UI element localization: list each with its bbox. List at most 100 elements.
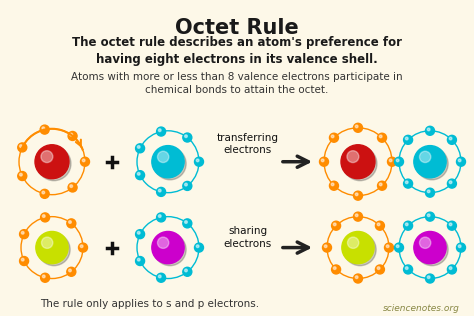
Circle shape: [379, 183, 382, 186]
Circle shape: [152, 146, 184, 178]
Circle shape: [356, 214, 358, 217]
Circle shape: [347, 151, 359, 162]
Circle shape: [344, 234, 376, 266]
Circle shape: [81, 157, 90, 166]
Circle shape: [40, 125, 49, 134]
Circle shape: [70, 133, 73, 136]
Circle shape: [41, 273, 50, 282]
Circle shape: [158, 129, 161, 131]
Text: transferring
electrons: transferring electrons: [217, 132, 279, 155]
Circle shape: [456, 157, 465, 166]
Circle shape: [41, 213, 50, 222]
Circle shape: [136, 144, 145, 153]
Circle shape: [329, 133, 338, 142]
Circle shape: [419, 237, 431, 248]
Circle shape: [447, 221, 456, 230]
Circle shape: [319, 157, 328, 166]
Circle shape: [137, 173, 140, 175]
Circle shape: [136, 171, 145, 180]
Circle shape: [36, 231, 68, 264]
Circle shape: [183, 181, 192, 191]
Circle shape: [137, 231, 140, 234]
Circle shape: [331, 135, 334, 138]
Circle shape: [427, 276, 430, 278]
Circle shape: [68, 183, 77, 192]
Circle shape: [396, 245, 399, 247]
Circle shape: [67, 219, 76, 228]
Circle shape: [388, 157, 396, 166]
Circle shape: [427, 128, 430, 131]
Circle shape: [342, 231, 374, 264]
Circle shape: [384, 243, 393, 252]
Circle shape: [324, 245, 327, 247]
Text: The rule only applies to s and p electrons.: The rule only applies to s and p electro…: [40, 300, 260, 309]
Circle shape: [396, 159, 399, 162]
Circle shape: [137, 146, 140, 148]
Circle shape: [157, 151, 169, 162]
Circle shape: [333, 267, 336, 270]
Circle shape: [154, 234, 186, 266]
Circle shape: [449, 223, 452, 226]
Circle shape: [42, 191, 45, 194]
Circle shape: [21, 231, 24, 234]
Circle shape: [341, 145, 375, 179]
Text: sharing
electrons: sharing electrons: [224, 226, 272, 249]
Circle shape: [449, 181, 452, 184]
Circle shape: [156, 273, 165, 282]
Circle shape: [137, 258, 140, 261]
Circle shape: [354, 191, 363, 200]
Circle shape: [416, 234, 448, 266]
Circle shape: [38, 234, 70, 266]
Circle shape: [354, 212, 363, 221]
Circle shape: [414, 146, 446, 178]
Circle shape: [42, 127, 45, 130]
Text: The octet rule describes an atom's preference for
having eight electrons in its : The octet rule describes an atom's prefe…: [72, 36, 402, 66]
Circle shape: [80, 245, 83, 247]
Circle shape: [69, 269, 71, 272]
Circle shape: [19, 145, 22, 148]
Circle shape: [405, 137, 408, 140]
Circle shape: [331, 183, 334, 186]
Circle shape: [19, 257, 28, 265]
Circle shape: [194, 157, 203, 166]
Text: Atoms with more or less than 8 valence electrons participate in
chemical bonds t: Atoms with more or less than 8 valence e…: [71, 72, 403, 95]
Circle shape: [82, 159, 85, 162]
Circle shape: [183, 133, 192, 142]
Circle shape: [183, 267, 192, 276]
Circle shape: [343, 147, 377, 181]
Circle shape: [333, 223, 336, 226]
Circle shape: [403, 135, 412, 144]
Circle shape: [18, 143, 27, 152]
Circle shape: [405, 223, 408, 226]
Circle shape: [354, 274, 363, 283]
Circle shape: [332, 265, 341, 274]
Circle shape: [447, 135, 456, 144]
Circle shape: [70, 185, 73, 187]
Circle shape: [158, 189, 161, 192]
Circle shape: [68, 131, 77, 141]
Circle shape: [157, 237, 169, 248]
Circle shape: [185, 269, 187, 272]
Circle shape: [185, 183, 187, 186]
Circle shape: [356, 193, 358, 196]
Circle shape: [41, 151, 53, 162]
Circle shape: [194, 243, 203, 252]
Circle shape: [42, 237, 53, 248]
Circle shape: [394, 243, 403, 252]
Circle shape: [136, 257, 145, 265]
Circle shape: [69, 221, 71, 223]
Circle shape: [426, 274, 435, 283]
Circle shape: [322, 243, 331, 252]
Circle shape: [19, 173, 22, 176]
Circle shape: [156, 127, 165, 136]
Circle shape: [427, 214, 430, 217]
Circle shape: [449, 267, 452, 270]
Circle shape: [152, 231, 184, 264]
Circle shape: [405, 181, 408, 184]
Circle shape: [449, 137, 452, 140]
Circle shape: [379, 135, 382, 138]
Circle shape: [158, 215, 161, 217]
Circle shape: [79, 243, 88, 252]
Circle shape: [378, 181, 386, 190]
Circle shape: [426, 188, 435, 197]
